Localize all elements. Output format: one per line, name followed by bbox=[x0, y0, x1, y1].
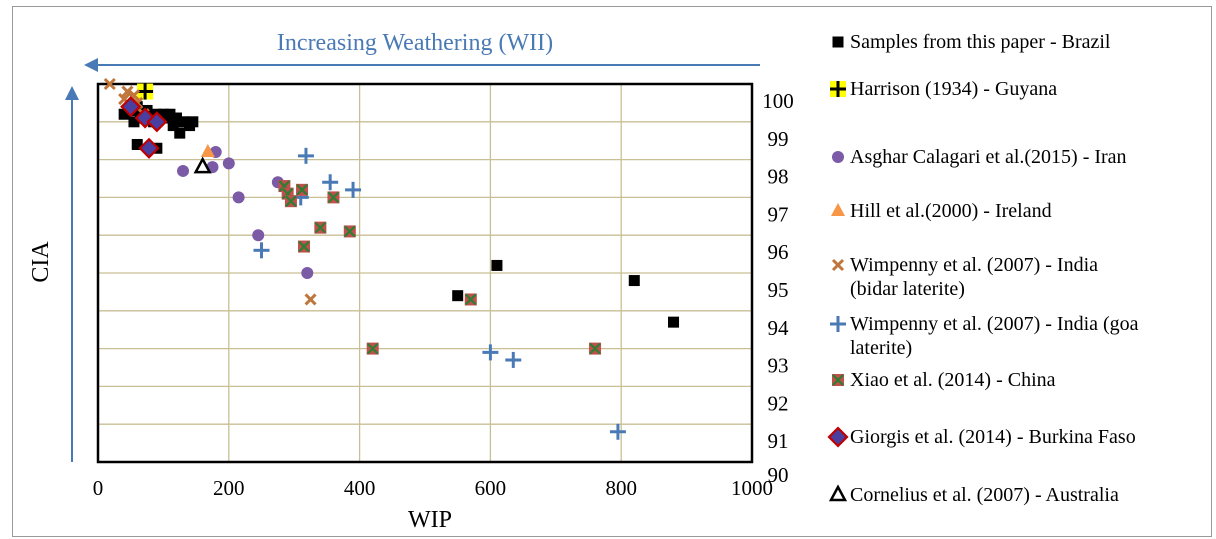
legend-marker bbox=[832, 374, 844, 386]
data-point-series-0 bbox=[131, 138, 143, 150]
legend-marker bbox=[830, 316, 846, 332]
data-point-series-0 bbox=[174, 127, 186, 139]
data-point-series-5 bbox=[482, 344, 499, 361]
y-tick-label: 91 bbox=[768, 429, 789, 453]
x-tick-labels: 0 200 400 600 800 1000 bbox=[93, 476, 773, 500]
legend-marker bbox=[831, 203, 845, 216]
data-point-series-7 bbox=[138, 137, 160, 159]
x-tick-label: 600 bbox=[475, 476, 507, 500]
legend: Samples from this paper - Brazil Harrison… bbox=[827, 31, 1139, 506]
data-point-series-6 bbox=[314, 221, 327, 234]
x-tick-label: 400 bbox=[344, 476, 376, 500]
data-point-series-2 bbox=[301, 267, 314, 279]
legend-marker bbox=[828, 484, 848, 502]
legend-marker bbox=[831, 258, 845, 272]
data-point-series-5 bbox=[505, 351, 522, 368]
legend-label: Wimpenny et al. (2007) - India bbox=[850, 254, 1098, 276]
data-point-series-0 bbox=[170, 112, 182, 124]
data-point-series-2 bbox=[252, 229, 265, 242]
data-point-series-7 bbox=[146, 111, 168, 133]
data-point-series-3 bbox=[200, 144, 215, 158]
data-point-series-0 bbox=[167, 120, 179, 132]
legend-label: Harrison (1934) - Guyana bbox=[850, 78, 1057, 100]
data-point-series-6 bbox=[589, 342, 602, 355]
legend-marker bbox=[830, 81, 846, 97]
data-point-series-0 bbox=[128, 116, 140, 128]
legend-label: laterite) bbox=[850, 337, 912, 359]
data-point-series-0 bbox=[668, 316, 680, 328]
y-tick-label: 97 bbox=[768, 202, 789, 226]
data-point-series-0 bbox=[164, 108, 176, 120]
data-point-series-6 bbox=[343, 225, 356, 238]
data-point-series-5 bbox=[253, 242, 270, 259]
data-point-series-0 bbox=[491, 259, 503, 271]
y-axis-title: CIA bbox=[28, 241, 54, 283]
legend-label: Xiao et al. (2014) - China bbox=[850, 369, 1056, 391]
y-tick-label: 98 bbox=[768, 165, 789, 189]
legend-marker bbox=[827, 426, 849, 448]
y-tick-label: 93 bbox=[768, 354, 789, 378]
data-point-series-6 bbox=[464, 293, 477, 306]
data-point-series-4 bbox=[103, 77, 116, 91]
data-point-series-6 bbox=[298, 240, 311, 253]
y-tick-labels: 90 91 92 93 94 95 96 97 98 99 100 bbox=[762, 89, 794, 487]
data-point-series-2 bbox=[232, 191, 245, 204]
y-tick-label: 96 bbox=[768, 240, 789, 264]
x-tick-label: 1000 bbox=[731, 476, 773, 500]
data-point-series-5 bbox=[322, 174, 339, 191]
data-point-series-5 bbox=[297, 147, 314, 164]
x-tick-label: 200 bbox=[213, 476, 245, 500]
data-point-series-0 bbox=[452, 290, 464, 302]
data-point-series-6 bbox=[327, 191, 340, 204]
weathering-arrow-label: Increasing Weathering (WII) bbox=[277, 30, 553, 56]
legend-label: Samples from this paper - Brazil bbox=[850, 31, 1111, 53]
data-point-series-5 bbox=[345, 181, 362, 198]
legend-label: Wimpenny et al. (2007) - India (goa bbox=[850, 313, 1139, 335]
y-tick-label: 95 bbox=[768, 278, 789, 302]
chart-frame bbox=[12, 6, 1212, 537]
legend-label: Asghar Calagari et al.(2015) - Iran bbox=[850, 146, 1127, 168]
data-point-series-0 bbox=[177, 116, 189, 128]
y-tick-label: 100 bbox=[762, 89, 794, 113]
x-axis-title: WIP bbox=[408, 507, 452, 533]
data-point-series-4 bbox=[121, 85, 134, 98]
cia-arrow-head bbox=[65, 86, 79, 100]
data-point-series-6 bbox=[284, 195, 297, 208]
data-point-series-8 bbox=[193, 156, 212, 174]
data-point-series-2 bbox=[177, 164, 190, 177]
legend-marker bbox=[832, 151, 844, 163]
x-tick-label: 0 bbox=[93, 476, 104, 500]
legend-label: Giorgis et al. (2014) - Burkina Faso bbox=[850, 426, 1136, 448]
plot-area bbox=[96, 82, 754, 464]
data-point-series-0 bbox=[118, 108, 130, 120]
y-tick-label: 94 bbox=[768, 316, 790, 340]
data-point-series-2 bbox=[222, 157, 235, 170]
y-tick-label: 99 bbox=[768, 127, 789, 151]
data-point-series-6 bbox=[366, 342, 379, 355]
legend-label: Cornelius et al. (2007) - Australia bbox=[850, 484, 1119, 506]
weathering-arrow-head bbox=[84, 58, 98, 72]
data-point-series-6 bbox=[296, 183, 309, 196]
y-tick-label: 90 bbox=[768, 463, 789, 487]
data-point-series-0 bbox=[628, 275, 640, 287]
grid-lines bbox=[98, 83, 752, 463]
data-point-series-4 bbox=[304, 293, 317, 306]
data-point-series-7 bbox=[120, 96, 142, 118]
legend-label: Hill et al.(2000) - Ireland bbox=[850, 200, 1052, 222]
data-points bbox=[103, 77, 680, 440]
x-tick-label: 800 bbox=[605, 476, 637, 500]
legend-marker bbox=[832, 36, 844, 48]
data-point-series-5 bbox=[609, 423, 626, 440]
y-tick-label: 92 bbox=[768, 391, 789, 415]
data-point-series-0 bbox=[187, 116, 199, 128]
legend-label: (bidar laterite) bbox=[850, 278, 965, 300]
